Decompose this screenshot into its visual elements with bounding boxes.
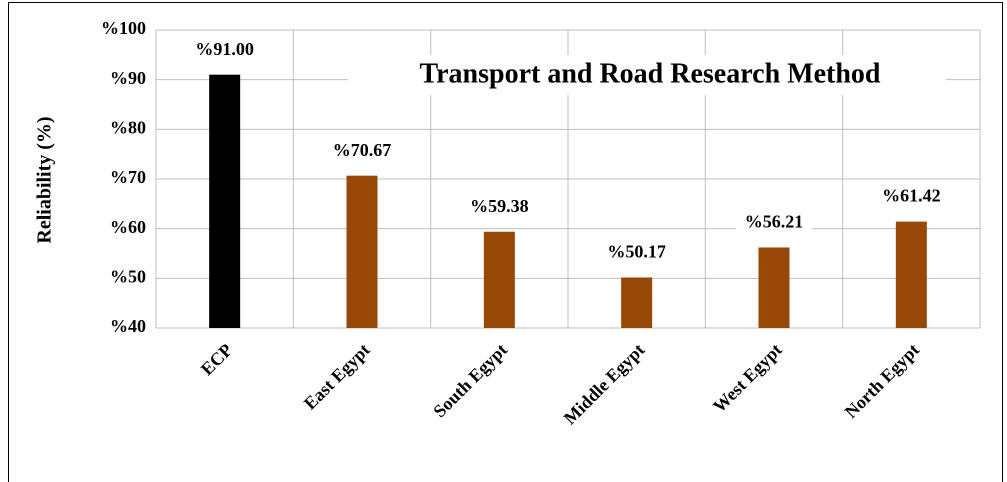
value-label-background xyxy=(324,139,400,162)
value-label: %59.38 xyxy=(470,196,529,216)
x-tick-label: North Egypt xyxy=(841,340,923,422)
y-tick-label: %50 xyxy=(110,266,146,286)
y-tick-label: %90 xyxy=(110,68,146,88)
value-label: %70.67 xyxy=(333,140,392,160)
chart-border xyxy=(8,2,1003,482)
value-label: %56.21 xyxy=(745,212,804,232)
x-tick-label: South Egypt xyxy=(429,340,511,422)
bar xyxy=(621,277,653,328)
y-axis-label: Reliability (%) xyxy=(34,116,56,243)
x-tick-label: West Egypt xyxy=(709,340,786,417)
x-tick-label: Middle Egypt xyxy=(560,340,649,429)
value-label: %91.00 xyxy=(195,39,254,59)
bar xyxy=(483,231,515,328)
x-tick-label: East Egypt xyxy=(300,340,374,414)
value-label-background xyxy=(461,195,538,218)
chart-title: Transport and Road Research Method xyxy=(420,58,881,89)
value-label: %61.42 xyxy=(882,186,941,206)
value-label-background xyxy=(736,211,812,234)
y-tick-label: %100 xyxy=(101,18,146,38)
bar xyxy=(346,175,378,328)
value-label-background xyxy=(186,38,263,61)
x-tick-label: ECP xyxy=(197,340,237,380)
bar xyxy=(209,74,241,328)
bar xyxy=(895,221,927,328)
y-tick-label: %40 xyxy=(110,316,146,336)
value-label-background xyxy=(873,185,950,208)
bar xyxy=(758,247,790,328)
value-label: %50.17 xyxy=(607,242,666,262)
value-label-background xyxy=(598,241,675,264)
y-tick-label: %70 xyxy=(110,167,146,187)
y-tick-label: %80 xyxy=(110,117,146,137)
title-background xyxy=(348,55,946,95)
y-tick-label: %60 xyxy=(110,217,146,237)
